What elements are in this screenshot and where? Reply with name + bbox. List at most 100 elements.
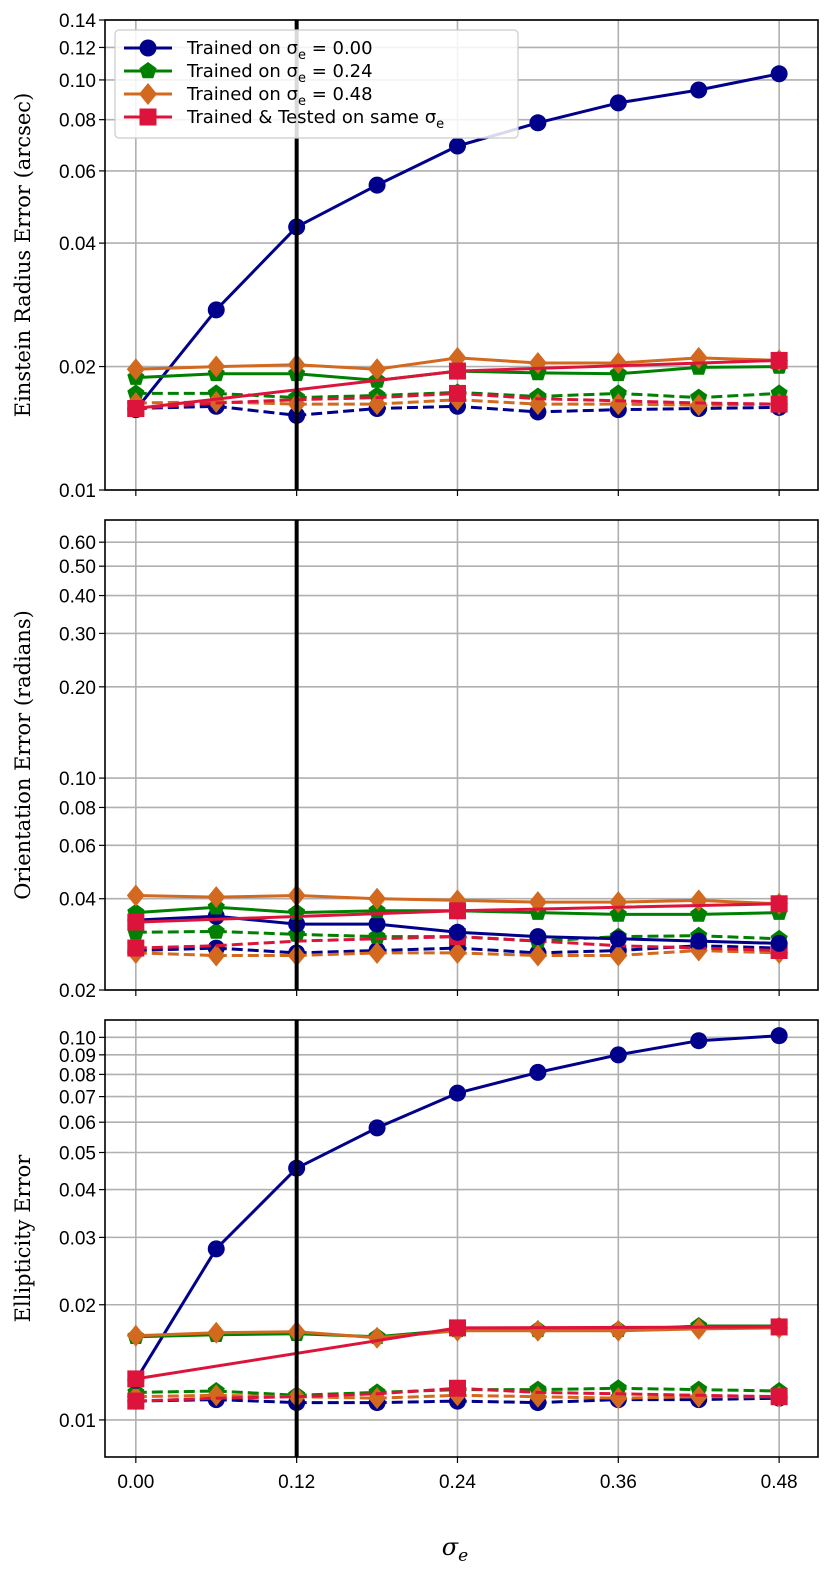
x-axis-label-symbol: σ	[442, 1533, 459, 1561]
data-point-square	[127, 913, 145, 931]
legend-label-text: Trained & Tested on same σ	[186, 107, 436, 128]
data-point-pentagon	[609, 384, 627, 401]
data-point-square	[127, 1392, 145, 1410]
y-tick-label: 0.04	[59, 1181, 96, 1202]
data-point-circle	[448, 923, 466, 941]
data-point-diamond	[689, 889, 708, 912]
data-point-square	[770, 895, 788, 913]
data-point-circle	[207, 1240, 225, 1258]
axes-frame	[104, 1019, 819, 1458]
y-tick-label: 0.04	[59, 890, 96, 911]
y-axis-label: Orientation Error (radians)	[11, 610, 35, 900]
data-point-diamond	[689, 394, 708, 417]
legend-label-subscript: e	[298, 94, 306, 109]
y-tick-label: 0.40	[59, 587, 96, 608]
data-point-square	[770, 395, 788, 413]
legend-label-tail: = 0.48	[306, 84, 373, 105]
y-tick-label: 0.06	[59, 1113, 96, 1134]
data-point-circle	[529, 114, 547, 132]
legend-marker-circle	[139, 39, 157, 57]
data-point-diamond	[126, 1324, 145, 1347]
series-square-dashed	[127, 1379, 788, 1410]
data-point-circle	[368, 915, 386, 933]
y-tick-label: 0.10	[59, 71, 96, 92]
data-point-diamond	[207, 1384, 226, 1407]
legend-entry: Trained on σe = 0.24	[124, 61, 373, 86]
series-square-solid	[127, 895, 788, 931]
data-point-square	[770, 1388, 788, 1406]
data-point-diamond	[689, 1317, 708, 1340]
data-point-circle	[690, 1032, 708, 1050]
data-point-circle	[609, 94, 627, 112]
series-circle-solid	[127, 65, 788, 419]
x-tick-label: 0.36	[600, 1472, 637, 1493]
data-point-circle	[770, 934, 788, 952]
legend-label-text: Trained on σ	[186, 61, 298, 82]
y-axis-label: Ellipticity Error	[11, 1154, 35, 1323]
legend-label-tail: = 0.00	[306, 38, 373, 59]
series-square-solid	[127, 351, 788, 418]
y-tick-label: 0.09	[59, 1046, 96, 1067]
legend-label: Trained on σe = 0.24	[186, 61, 373, 86]
data-point-pentagon	[609, 905, 627, 922]
x-axis-label-subscript: e	[458, 1546, 468, 1566]
y-tick-label: 0.06	[59, 162, 96, 183]
y-tick-label: 0.01	[59, 1411, 96, 1432]
legend-label-subscript: e	[436, 117, 444, 132]
y-tick-label: 0.02	[59, 981, 96, 1002]
x-axis-label: σe	[442, 1533, 468, 1566]
data-point-diamond	[126, 358, 145, 381]
legend-frame	[114, 29, 519, 139]
series-circle-solid	[127, 1027, 788, 1389]
legend-label: Trained on σe = 0.00	[186, 38, 373, 63]
y-axis-label: Einstein Radius Error (arcsec)	[11, 93, 35, 418]
data-point-circle	[690, 932, 708, 950]
y-tick-label: 0.08	[59, 798, 96, 819]
y-tick-label: 0.10	[59, 1028, 96, 1049]
legend-label-subscript: e	[298, 48, 306, 63]
data-point-circle	[609, 930, 627, 948]
y-tick-label: 0.10	[59, 769, 96, 790]
data-point-circle	[770, 1027, 788, 1045]
data-point-circle	[609, 1046, 627, 1064]
series-square-solid	[127, 1318, 788, 1388]
data-point-circle	[448, 1084, 466, 1102]
legend-label-tail: = 0.24	[306, 61, 373, 82]
data-point-diamond	[368, 887, 387, 910]
data-point-circle	[207, 301, 225, 319]
legend-marker-pentagon	[139, 62, 157, 79]
data-point-diamond	[368, 358, 387, 381]
legend-label-text: Trained on σ	[186, 38, 298, 59]
axes-frame	[104, 519, 819, 991]
y-tick-label: 0.01	[59, 481, 96, 502]
y-tick-label: 0.02	[59, 1296, 96, 1317]
y-tick-label: 0.20	[59, 678, 96, 699]
legend-marker-diamond	[139, 83, 157, 105]
data-point-diamond	[528, 944, 547, 967]
data-point-diamond	[609, 891, 628, 914]
panel-2: 0.02 0.04 0.06 0.08 0.10 0.20 0.30 0.40 0.50 0.60…	[11, 519, 819, 1002]
y-tick-label: 0.02	[59, 358, 96, 379]
data-point-circle	[690, 81, 708, 99]
data-point-diamond	[207, 944, 226, 967]
y-tick-label: 0.50	[59, 557, 96, 578]
y-tick-label: 0.06	[59, 836, 96, 857]
y-tick-label: 0.03	[59, 1228, 96, 1249]
data-point-diamond	[448, 941, 467, 964]
data-point-circle	[448, 137, 466, 155]
y-tick-label: 0.07	[59, 1088, 96, 1109]
legend-entry: Trained on σe = 0.48	[124, 83, 373, 109]
x-tick-label: 0.48	[761, 1472, 798, 1493]
data-point-diamond	[207, 1321, 226, 1344]
data-point-pentagon	[207, 922, 225, 939]
panel-3: 0.01 0.02 0.03 0.04 0.05 0.06 0.070.080.090.10…	[11, 1019, 819, 1493]
legend-marker-square	[139, 108, 157, 126]
data-point-square	[127, 400, 145, 418]
legend-label-text: Trained on σ	[186, 84, 298, 105]
data-point-diamond	[207, 355, 226, 378]
data-point-diamond	[609, 393, 628, 416]
y-tick-label: 0.12	[59, 38, 96, 59]
data-point-circle	[529, 1063, 547, 1081]
